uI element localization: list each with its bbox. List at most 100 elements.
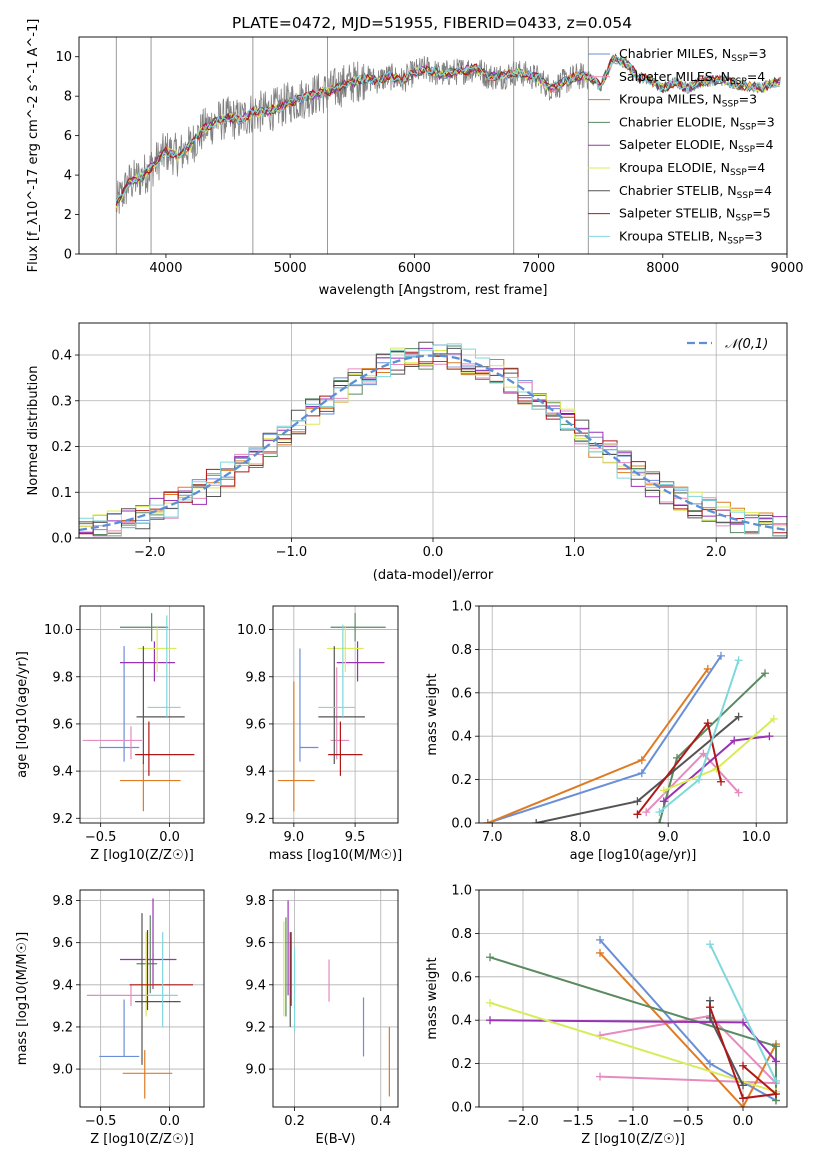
weight-line <box>599 952 777 1107</box>
weight-marker <box>596 935 604 944</box>
legend-label-main: Salpeter MILES, N <box>619 69 730 84</box>
weight-marker <box>706 1059 714 1068</box>
y-axis-label: Flux [f_λ10^-17 erg cm^-2 s^-1 A^-1] <box>26 19 41 273</box>
weight-marker <box>532 819 541 823</box>
weight-marker <box>655 808 664 817</box>
weight-marker <box>596 1072 604 1081</box>
y-tick-label: 9.6 <box>52 717 73 732</box>
x-tick-label: 8000 <box>646 261 679 276</box>
weight-marker <box>769 714 778 723</box>
x-tick-label: 2.0 <box>706 545 727 560</box>
x-tick-label: 0.0 <box>733 1114 754 1129</box>
legend-label-tail: =3 <box>756 114 774 129</box>
y-tick-label: 9.6 <box>245 717 266 732</box>
weight-line <box>709 943 777 1082</box>
weight-marker <box>659 797 668 806</box>
legend-label-main: Chabrier MILES, N <box>619 46 731 61</box>
weight-marker <box>772 1076 780 1085</box>
weight-line <box>489 1001 777 1093</box>
x-axis-label: Z [log10(Z/Z☉)] <box>581 1132 685 1147</box>
weight-marker <box>703 719 712 728</box>
axes-frame <box>478 889 788 1108</box>
x-tick-label: 0.0 <box>423 545 444 560</box>
y-tick-label: 6 <box>64 129 72 144</box>
x-axis-label: mass [log10(M/M☉)] <box>269 848 402 863</box>
y-tick-label: 9.4 <box>245 978 266 993</box>
y-tick-label: 9.0 <box>52 1063 73 1078</box>
y-tick-label: 9.2 <box>245 812 266 827</box>
legend-label-tail: =4 <box>754 183 772 198</box>
weight-marker <box>717 777 725 786</box>
plot-area <box>479 890 787 1107</box>
weight-line <box>599 1014 779 1085</box>
x-tick-label: 7.0 <box>482 830 503 845</box>
legend-label-sub: SSP <box>738 145 755 155</box>
x-axis-label: (data-model)/error <box>373 568 494 583</box>
legend-label-sub: SSP <box>730 77 747 87</box>
weight-marker <box>483 819 492 823</box>
x-tick-label: 7000 <box>522 261 555 276</box>
y-tick-label: 0.2 <box>451 773 472 788</box>
weight-marker <box>739 1081 747 1090</box>
weight-line <box>709 1006 779 1100</box>
weight-line <box>636 720 722 815</box>
y-axis-label: mass [log10(M/M☉)] <box>15 932 30 1065</box>
x-tick-label: −1.0 <box>617 1114 649 1129</box>
x-tick-label: −2.0 <box>507 1114 539 1129</box>
x-tick-label: 6000 <box>398 261 431 276</box>
weight-line <box>535 715 740 823</box>
weight-marker <box>655 819 664 823</box>
y-tick-label: 1.0 <box>451 600 472 615</box>
y-tick-label: 8 <box>64 90 72 105</box>
y-tick-label: 9.8 <box>52 894 73 909</box>
legend-label-main: Chabrier STELIB, N <box>619 183 737 198</box>
axes-frame <box>79 605 205 824</box>
y-tick-label: 9.4 <box>52 765 73 780</box>
legend-label-tail: =3 <box>744 228 762 243</box>
x-tick-label: −0.5 <box>85 1114 117 1129</box>
legend-label-sub: SSP <box>739 122 756 132</box>
legend-label-main: Salpeter ELODIE, N <box>619 137 738 152</box>
panel-residuals: −2.0 −1.0 0.0 1.0 2.0 0.0 0.1 0.2 0.3 0.4 (data-mo… <box>26 322 788 583</box>
weight-marker <box>734 788 743 797</box>
y-tick-label: 9.0 <box>245 1063 266 1078</box>
axes-frame <box>272 889 399 1108</box>
panel-mass_vs_ebv: 0.2 0.4 9.0 9.2 9.4 9.6 9.8 E(B-V) <box>245 889 399 1147</box>
plot-area <box>273 606 398 823</box>
y-tick-label: 0.3 <box>51 394 72 409</box>
x-tick-label: 1.0 <box>564 545 585 560</box>
figure-title: PLATE=0472, MJD=51955, FIBERID=0433, z=0… <box>232 14 632 32</box>
weight-marker <box>739 1103 747 1107</box>
x-tick-label: 9000 <box>770 261 803 276</box>
weight-marker <box>486 953 494 962</box>
legend-label-main: Salpeter STELIB, N <box>619 206 735 221</box>
axes-frame <box>78 36 788 255</box>
legend-label-main: Kroupa MILES, N <box>619 92 722 107</box>
legend-label-main: Chabrier ELODIE, N <box>619 114 739 129</box>
y-tick-label: 0.6 <box>451 686 472 701</box>
normal-curve <box>79 354 787 532</box>
x-tick-label: 0.0 <box>159 830 180 845</box>
y-tick-label: 1.0 <box>451 884 472 899</box>
axes-frame <box>78 322 788 539</box>
panel-age_vs_Z: −0.5 0.0 9.2 9.4 9.6 9.8 10.0 Z [log10(Z/Z☉)] ag… <box>15 605 205 863</box>
weight-marker <box>739 1061 747 1070</box>
weight-marker <box>730 736 739 745</box>
y-tick-label: 0.8 <box>451 927 472 942</box>
plot-area <box>80 890 204 1107</box>
y-tick-label: 0.8 <box>451 643 472 658</box>
weight-marker <box>695 775 703 784</box>
plot-area <box>479 606 787 823</box>
panel-mw_vs_age: 7.0 8.0 9.0 10.0 0.0 0.2 0.4 0.6 0.8 1.0 age [log1… <box>425 600 788 863</box>
x-tick-label: 5000 <box>274 261 307 276</box>
model-line <box>115 53 780 206</box>
weight-marker <box>673 753 681 762</box>
plot-area <box>273 890 398 1107</box>
weight-marker <box>596 948 604 957</box>
y-tick-label: 9.4 <box>52 978 73 993</box>
axes-frame <box>478 605 788 824</box>
legend-label: Salpeter STELIB, NSSP=5 <box>619 206 771 224</box>
y-axis-label: mass weight <box>425 957 440 1039</box>
y-tick-label: 4 <box>64 169 72 184</box>
